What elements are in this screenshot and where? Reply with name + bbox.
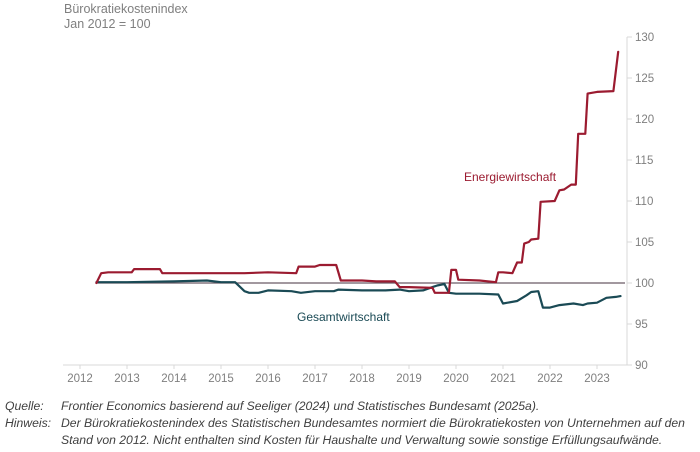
hint-text: Der Bürokratiekostenindex des Statistisc… <box>61 416 685 447</box>
x-tick-label: 2016 <box>255 373 281 385</box>
y-tick-label: 110 <box>635 196 653 208</box>
series-line-gesamtwirtschaft <box>95 279 622 309</box>
x-tick-label: 2020 <box>443 373 469 385</box>
y-axis-title: Bürokratiekostenindex Jan 2012 = 100 <box>64 2 188 32</box>
series-lines <box>95 50 622 309</box>
series-line-energiewirtschaft <box>95 50 620 294</box>
series-label-energiewirtschaft: Energiewirtschaft <box>464 170 557 184</box>
line-chart: 2012 2013 2014 2015 2016 2017 2018 2019 2020 2021… <box>63 32 654 385</box>
chart-subtitle: Jan 2012 = 100 <box>64 17 151 31</box>
x-tick-label: 2013 <box>114 373 140 385</box>
x-tick-label: 2014 <box>161 373 187 385</box>
x-tick-label: 2018 <box>349 373 375 385</box>
x-tick-label: 2021 <box>490 373 516 385</box>
source-text: Frontier Economics basierend auf Seelige… <box>61 399 540 413</box>
y-tick-label: 125 <box>635 73 654 85</box>
y-tick-label: 90 <box>635 360 648 372</box>
source-note: Quelle: Frontier Economics basierend auf… <box>5 398 700 415</box>
x-axis: 2012 2013 2014 2015 2016 2017 2018 2019 2020 2021… <box>63 364 627 385</box>
y-axis: 90 95 100 105 110 115 120 125 130 <box>626 32 654 372</box>
y-tick-label: 105 <box>635 237 654 249</box>
series-label-gesamtwirtschaft: Gesamtwirtschaft <box>297 310 390 324</box>
hint-note: Hinweis: Der Bürokratiekostenindex des S… <box>5 415 700 449</box>
y-tick-label: 95 <box>635 319 648 331</box>
hint-label: Hinweis: <box>5 416 52 430</box>
x-tick-label: 2023 <box>584 373 610 385</box>
x-tick-label: 2017 <box>302 373 328 385</box>
chart-title: Bürokratiekostenindex <box>64 2 188 16</box>
x-tick-label: 2022 <box>537 373 563 385</box>
chart-notes: Quelle: Frontier Economics basierend auf… <box>5 398 700 449</box>
y-tick-label: 120 <box>635 114 654 126</box>
x-tick-label: 2019 <box>396 373 422 385</box>
y-tick-label: 100 <box>635 278 654 290</box>
x-tick-label: 2015 <box>208 373 234 385</box>
source-label: Quelle: <box>5 399 44 413</box>
x-tick-label: 2012 <box>67 373 93 385</box>
y-tick-label: 130 <box>635 32 654 44</box>
y-tick-label: 115 <box>635 155 653 167</box>
